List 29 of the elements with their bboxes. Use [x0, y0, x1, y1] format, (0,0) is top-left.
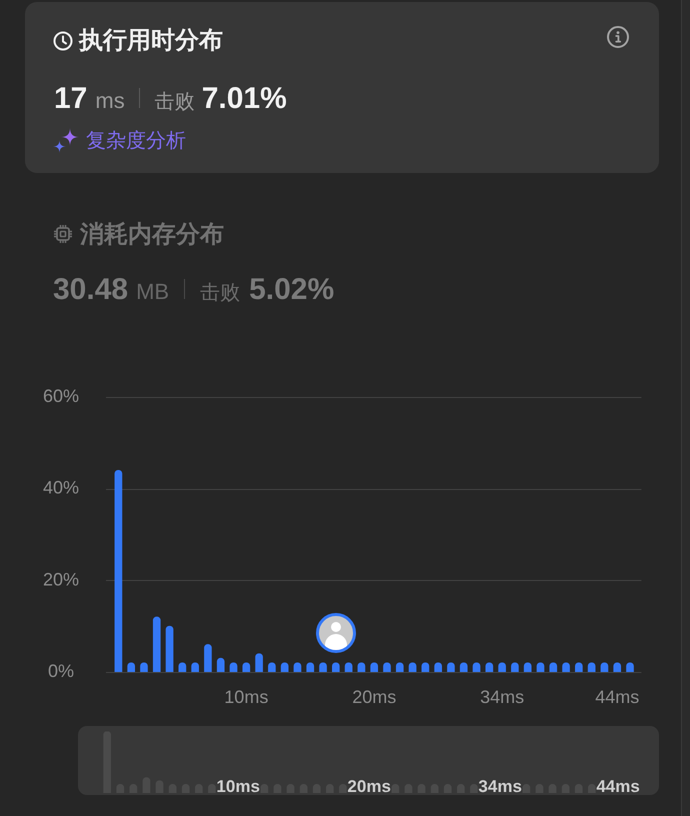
text: 7.01% [202, 81, 287, 117]
y-tick-label: 20% [42, 569, 79, 590]
text: ms [95, 87, 125, 115]
x-tick-label: 44ms [596, 777, 640, 796]
x-tick-label: 20ms [352, 686, 396, 707]
x-tick-label: 44ms [595, 686, 640, 707]
bar [204, 644, 212, 672]
y-tick-label: 0% [48, 660, 74, 681]
x-tick-label: 20ms [347, 777, 391, 796]
x-tick-label: 10ms [216, 777, 260, 796]
bar [152, 616, 161, 672]
text: 击败 [200, 281, 240, 306]
text: 击败 [154, 90, 195, 115]
text: 30.48 [53, 272, 128, 308]
text: 复杂度分析 [86, 129, 186, 154]
chart-title: 执行用时分布 [79, 26, 223, 56]
bar [166, 626, 174, 672]
x-tick-label: 34ms [480, 686, 524, 707]
text: MB [136, 278, 170, 306]
text: 17 [54, 81, 88, 117]
x-tick-label: 10ms [224, 686, 268, 707]
bar [114, 470, 122, 672]
y-tick-label: 40% [42, 478, 79, 498]
y-tick-label: 60% [42, 386, 79, 406]
x-tick-label: 34ms [478, 777, 522, 796]
text: 5.02% [249, 272, 334, 308]
bar [216, 658, 225, 672]
text: 消耗内存分布 [80, 220, 224, 250]
bar [255, 653, 263, 672]
